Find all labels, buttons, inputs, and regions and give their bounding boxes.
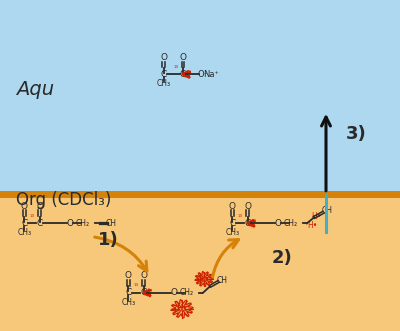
Text: H•: H•: [307, 220, 317, 230]
Text: ¹³: ¹³: [173, 66, 178, 71]
Bar: [0, 0, 400, 194]
Text: 2): 2): [272, 249, 293, 267]
Text: O: O: [66, 219, 74, 228]
Text: O: O: [274, 219, 282, 228]
Text: C: C: [140, 288, 147, 298]
Text: Org (CDCl₃): Org (CDCl₃): [16, 191, 111, 209]
Text: O⁻: O⁻: [198, 70, 209, 79]
Text: C: C: [125, 288, 132, 298]
Text: ¹³: ¹³: [238, 215, 243, 220]
Text: CH₃: CH₃: [156, 79, 171, 88]
Text: C: C: [244, 219, 251, 228]
Text: O: O: [125, 271, 132, 280]
Text: 1): 1): [98, 231, 119, 249]
Text: O: O: [160, 53, 167, 63]
Text: O: O: [36, 202, 43, 211]
Text: O: O: [179, 53, 186, 63]
Text: C: C: [36, 219, 43, 228]
Text: CH₃: CH₃: [225, 228, 240, 237]
Text: CH: CH: [321, 206, 332, 215]
Text: C: C: [180, 70, 186, 79]
Text: ¹³: ¹³: [134, 284, 139, 290]
Text: H•: H•: [311, 212, 321, 221]
Text: 3): 3): [346, 125, 367, 143]
Text: Na⁺: Na⁺: [203, 70, 219, 79]
Text: CH₂: CH₂: [76, 219, 90, 228]
Text: CH₃: CH₃: [121, 298, 136, 307]
Text: H•: H•: [198, 274, 210, 284]
Text: O: O: [244, 202, 251, 211]
Text: O: O: [229, 202, 236, 211]
Text: Aqu: Aqu: [16, 80, 54, 99]
Text: C: C: [229, 219, 236, 228]
Text: O: O: [140, 271, 147, 280]
Text: H•: H•: [176, 304, 188, 313]
Text: C: C: [21, 219, 28, 228]
Text: C: C: [160, 70, 167, 79]
Text: O: O: [21, 202, 28, 211]
Bar: [0, 194, 400, 331]
Polygon shape: [171, 300, 193, 318]
Text: CH: CH: [216, 276, 228, 285]
Text: CH₂: CH₂: [180, 288, 194, 298]
Text: CH₃: CH₃: [17, 228, 32, 237]
Text: ¹³: ¹³: [30, 215, 35, 220]
Text: O: O: [170, 288, 178, 298]
Polygon shape: [195, 271, 213, 286]
Text: CH: CH: [105, 219, 116, 228]
Text: CH₂: CH₂: [284, 219, 298, 228]
